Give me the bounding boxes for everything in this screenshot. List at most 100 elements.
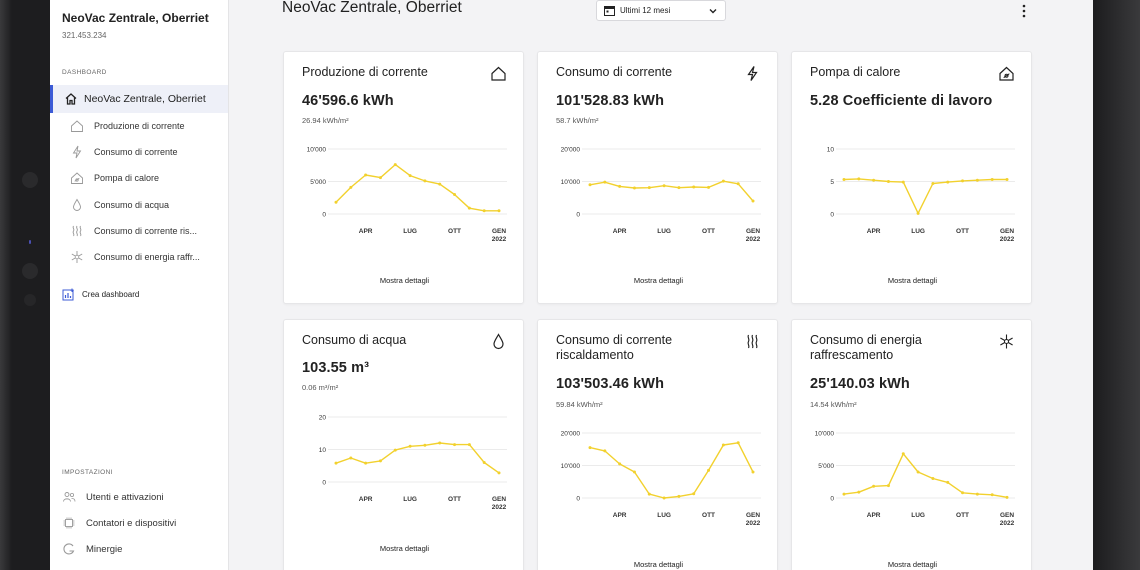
data-point <box>408 444 412 448</box>
more-menu-icon[interactable] <box>1022 4 1026 18</box>
data-point <box>751 470 755 474</box>
data-point <box>975 178 979 182</box>
card-title: Consumo di energia raffrescamento <box>810 333 922 362</box>
sidebar-item-label: Contatori e dispositivi <box>86 517 177 529</box>
x-tick-label: OTT <box>448 228 461 235</box>
sidebar-item-pompa-calore[interactable]: Pompa di calore <box>70 168 228 188</box>
x-tick-label: APR <box>613 512 627 519</box>
card-value: 103'503.46 kWh <box>556 376 665 392</box>
data-point <box>707 468 711 472</box>
sidebar-item-consumo-acqua[interactable]: Consumo di acqua <box>70 195 228 215</box>
chip-icon <box>63 517 75 529</box>
card-value: 25'140.03 kWh <box>810 376 910 392</box>
data-point <box>677 494 681 498</box>
data-point <box>334 461 338 465</box>
data-point <box>886 180 890 183</box>
x-tick-label: GEN <box>1000 512 1014 519</box>
data-point <box>467 206 471 210</box>
x-tick-year-label: 2022 <box>492 504 507 511</box>
show-details-link[interactable]: Mostra dettagli <box>379 276 430 285</box>
data-point <box>707 185 711 189</box>
data-point <box>423 179 427 183</box>
data-point <box>736 182 740 186</box>
sidebar-item-label: Produzione di corrente <box>94 121 185 131</box>
data-point <box>618 462 622 466</box>
data-point <box>1005 178 1009 182</box>
sidebar-item-utenti[interactable]: Utenti e attivazioni <box>62 487 164 507</box>
data-point <box>408 174 412 178</box>
sidebar-item-consumo-corrente[interactable]: Consumo di corrente <box>70 142 228 162</box>
data-point <box>497 471 501 475</box>
card-title: Consumo di corrente riscaldamento <box>556 333 673 362</box>
data-point <box>692 492 696 496</box>
sidebar-item-minergie[interactable]: Minergie <box>62 539 122 559</box>
sidebar-item-label: Consumo di acqua <box>94 200 170 210</box>
card-pompa-calore: Pompa di calore 5.28 Coefficiente di lav… <box>791 51 1032 304</box>
x-tick-label: OTT <box>956 512 969 519</box>
lightning-icon <box>747 66 758 81</box>
card-title: Consumo di corrente <box>556 65 673 79</box>
sidebar-item-produzione[interactable]: Produzione di corrente <box>70 116 228 136</box>
data-point <box>453 193 457 196</box>
x-tick-label: GEN <box>746 228 760 235</box>
x-tick-label: GEN <box>746 512 760 519</box>
x-tick-label: APR <box>867 512 881 519</box>
show-details-link[interactable]: Mostra dettagli <box>633 560 684 569</box>
x-tick-label: APR <box>867 228 881 235</box>
x-tick-year-label: 2022 <box>1000 520 1015 527</box>
home-icon <box>65 93 77 105</box>
show-details-link[interactable]: Mostra dettagli <box>633 276 684 285</box>
data-point <box>961 491 965 495</box>
data-point <box>990 493 994 497</box>
data-point <box>334 200 338 204</box>
data-point <box>872 178 876 182</box>
show-details-link[interactable]: Mostra dettagli <box>887 560 938 569</box>
show-details-link[interactable]: Mostra dettagli <box>379 544 430 553</box>
data-point <box>378 459 382 463</box>
x-tick-label: OTT <box>702 228 715 235</box>
y-tick-label: 10 <box>827 147 835 154</box>
data-point <box>721 443 725 447</box>
data-point <box>857 177 861 181</box>
sidebar-item-label: Consumo di corrente ris... <box>94 226 198 236</box>
sidebar-item-contatori[interactable]: Contatori e dispositivi <box>62 513 176 533</box>
users-icon <box>63 492 76 502</box>
data-point <box>423 443 427 447</box>
show-details-link[interactable]: Mostra dettagli <box>887 276 938 285</box>
sidebar-item-consumo-riscaldamento[interactable]: Consumo di corrente ris... <box>70 221 228 241</box>
series-line <box>589 180 754 202</box>
sidebar-item-label: Utenti e attivazioni <box>86 491 164 503</box>
sidebar-item-site-dashboard[interactable]: NeoVac Zentrale, Oberriet <box>50 85 228 113</box>
x-tick-label: APR <box>359 228 373 235</box>
sidebar-item-consumo-raffrescamento[interactable]: Consumo di energia raffr... <box>70 247 228 267</box>
chart-add-icon <box>62 288 74 301</box>
data-point <box>603 180 607 184</box>
period-select[interactable]: Ultimi 12 mesi <box>596 0 726 21</box>
page-title: NeoVac Zentrale, Oberriet <box>282 0 462 16</box>
data-point <box>364 461 368 465</box>
x-tick-label: OTT <box>956 228 969 235</box>
x-tick-label: GEN <box>492 228 506 235</box>
heating-icon <box>72 225 82 237</box>
data-point <box>677 186 681 190</box>
series-line <box>589 442 754 499</box>
y-tick-label: 10'000 <box>307 147 327 154</box>
y-tick-label: 10'000 <box>561 179 581 186</box>
data-point <box>438 182 442 186</box>
data-point <box>736 441 740 445</box>
card-per-area: 26.94 kWh/m² <box>302 116 349 125</box>
data-point <box>647 186 651 190</box>
card-value: 101'528.83 kWh <box>556 93 665 109</box>
data-point <box>632 186 636 190</box>
card-value: 103.55 m³ <box>302 360 369 376</box>
sidebar-item-label: Minergie <box>86 543 123 555</box>
x-tick-label: APR <box>613 228 627 235</box>
card-consumo-riscaldamento: Consumo di corrente riscaldamento 103'50… <box>537 319 778 570</box>
card-per-area: 14.54 kWh/m² <box>810 400 857 409</box>
create-dashboard-button[interactable]: Crea dashboard <box>62 288 139 301</box>
x-tick-year-label: 2022 <box>746 236 761 243</box>
y-tick-label: 0 <box>576 496 580 503</box>
